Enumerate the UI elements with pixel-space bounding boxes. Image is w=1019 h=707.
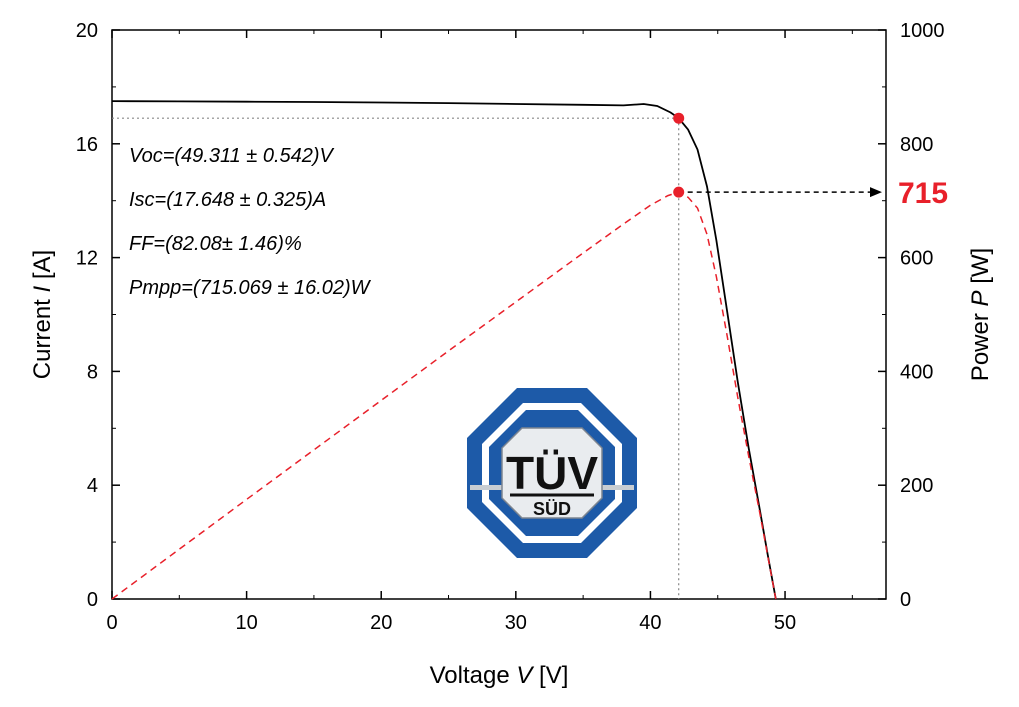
y2-tick-label: 800: [900, 134, 933, 156]
annotations: Voc=(49.311 ± 0.542)V Isc=(17.648 ± 0.325…: [129, 145, 372, 299]
mpp-power-arrowhead: [870, 187, 882, 198]
x-axis-title: Voltage V [V]: [430, 662, 569, 689]
mpp-power-point: [673, 186, 685, 198]
y-tick-label: 16: [76, 134, 98, 156]
y-tick-label: 20: [76, 20, 98, 42]
logo-text-sud: SÜD: [533, 499, 571, 519]
annotation-text: Isc=(17.648 ± 0.325)A: [129, 189, 326, 211]
current-curve: [111, 100, 777, 600]
y2-tick-label: 200: [900, 475, 933, 497]
y-axis-title: Current I [A]: [29, 250, 56, 379]
y-tick-label: 0: [87, 589, 98, 611]
annotation-text: Pmpp=(715.069 ± 16.02)W: [129, 277, 372, 299]
tuv-sud-logo: TÜV SÜD: [467, 388, 637, 558]
logo-band-right: [594, 485, 634, 490]
y2-tick-label: 600: [900, 248, 933, 270]
x-tick-label: 50: [774, 612, 796, 634]
logo-band-left: [470, 485, 510, 490]
mpp-power-value: 715: [898, 177, 948, 210]
x-tick-label: 40: [639, 612, 661, 634]
mpp-marker-group: 715: [112, 112, 948, 599]
y-tick-label: 12: [76, 248, 98, 270]
y2-tick-label: 1000: [900, 20, 945, 42]
annotation-text: Voc=(49.311 ± 0.542)V: [129, 145, 335, 167]
x-tick-label: 10: [235, 612, 257, 634]
power-curve: [111, 191, 777, 600]
x-tick-label: 30: [505, 612, 527, 634]
y2-tick-label: 0: [900, 589, 911, 611]
y-tick-label: 8: [87, 361, 98, 383]
plot-area: 0 10 20 30 40 5004812162002004006008001000Vol…: [29, 20, 994, 689]
logo-text-tuv: TÜV: [506, 447, 598, 499]
curves: [111, 100, 777, 600]
y2-axis-title: Power P [W]: [967, 248, 994, 381]
y2-tick-label: 400: [900, 361, 933, 383]
x-tick-label: 0: [106, 612, 117, 634]
annotation-text: FF=(82.08± 1.46)%: [129, 233, 302, 255]
y-tick-label: 4: [87, 475, 98, 497]
x-tick-label: 20: [370, 612, 392, 634]
mpp-current-point: [673, 112, 685, 124]
